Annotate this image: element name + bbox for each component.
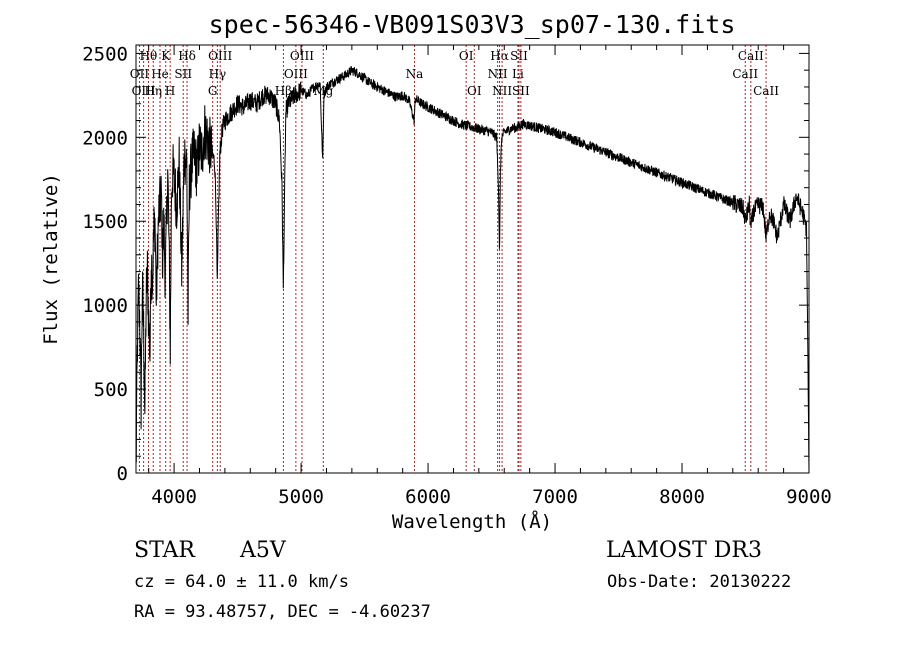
y-tick-label: 0: [117, 463, 128, 485]
x-tick-label: 7000: [532, 486, 578, 508]
line-label: G: [208, 84, 218, 98]
line-label: OII: [130, 67, 150, 81]
line-label: Hδ: [178, 49, 196, 63]
plot-frame: [135, 44, 810, 474]
line-label: OIII: [290, 49, 314, 63]
line-label: SII: [512, 84, 530, 98]
line-label: NII: [492, 84, 512, 98]
line-label: OIII: [284, 67, 308, 81]
line-label: OIII: [132, 84, 156, 98]
survey-name: LAMOST DR3: [606, 538, 762, 563]
line-label: Hγ: [209, 67, 227, 81]
line-label: SII: [510, 49, 528, 63]
y-tick-label: 500: [94, 379, 128, 401]
object-class: STAR: [134, 538, 195, 563]
object-subclass: A5V: [240, 538, 286, 563]
line-label: Hθ: [140, 49, 158, 63]
line-label: H: [165, 84, 175, 98]
line-label: NII: [488, 67, 508, 81]
axis-ticks: 4000 5000 6000 7000 8000 9000 0 500 1000 1500 2000…: [82, 43, 832, 508]
line-label: K: [161, 49, 171, 63]
line-label: He: [151, 67, 169, 81]
x-tick-label: 8000: [659, 486, 705, 508]
coordinates: RA = 93.48757, DEC = -4.60237: [134, 602, 431, 622]
y-tick-label: 1500: [82, 211, 128, 233]
spectrum-line: [135, 66, 810, 474]
line-label: OIII: [208, 49, 232, 63]
x-tick-label: 9000: [786, 486, 832, 508]
y-tick-label: 2000: [82, 127, 128, 149]
line-label: OI: [467, 84, 482, 98]
line-label: Hα: [490, 49, 509, 63]
line-label: OI: [459, 49, 474, 63]
line-label: Li: [512, 67, 524, 81]
redshift-value: cz = 64.0 ± 11.0 km/s: [134, 572, 349, 592]
chart-title: spec-56346-VB091S03V3_sp07-130.fits: [209, 10, 736, 39]
line-label: CaII: [738, 49, 764, 63]
line-label: Na: [406, 67, 424, 81]
x-tick-label: 6000: [405, 486, 451, 508]
line-label: Hβ: [275, 84, 292, 98]
x-axis-label: Wavelength (Å): [392, 510, 552, 533]
y-tick-label: 2500: [82, 43, 128, 65]
line-label: SII: [174, 67, 192, 81]
obs-date: Obs-Date: 20130222: [607, 572, 792, 592]
line-label: CaII: [732, 67, 758, 81]
line-label: CaII: [753, 84, 779, 98]
y-tick-label: 1000: [82, 295, 128, 317]
x-tick-label: 5000: [278, 486, 324, 508]
y-axis-label: Flux (relative): [40, 173, 62, 345]
line-label: Hη: [144, 84, 162, 98]
x-tick-label: 4000: [151, 486, 197, 508]
